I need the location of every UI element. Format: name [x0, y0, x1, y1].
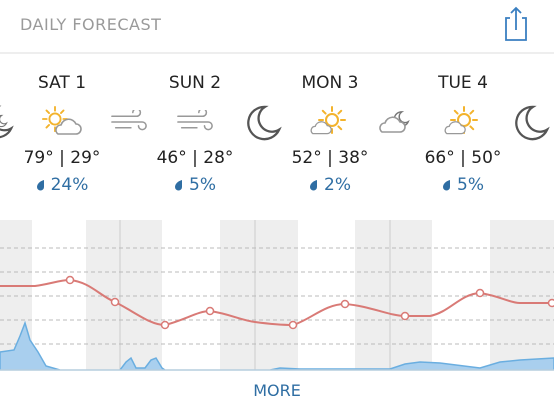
header-title: DAILY FORECAST: [20, 15, 162, 34]
share-icon[interactable]: [505, 6, 527, 41]
day-temps: 46° | 28°: [156, 148, 234, 168]
day-label: TUE 4: [438, 73, 488, 93]
more-button[interactable]: MORE: [253, 381, 301, 400]
precip-value: 24%: [50, 175, 89, 195]
weather-icons: [0, 105, 549, 141]
day-precip: 2%: [265, 175, 395, 195]
day-temps: 79° | 29°: [23, 148, 101, 168]
day-temps: 66° | 50°: [424, 148, 502, 168]
precip-value: 5%: [189, 175, 216, 195]
day-label: SUN 2: [168, 73, 222, 93]
drop-icon: [443, 180, 450, 191]
day-label: SAT 1: [37, 73, 87, 93]
day-label: MON 3: [301, 73, 359, 93]
drop-icon: [36, 180, 44, 191]
day-precip: 5%: [130, 175, 260, 195]
drop-icon: [175, 180, 182, 191]
hourly-chart: [0, 220, 554, 371]
day-precip: 24%: [0, 175, 127, 195]
precip-value: 2%: [324, 175, 351, 195]
day-precip: 5%: [398, 175, 528, 195]
precip-value: 5%: [457, 175, 484, 195]
drop-icon: [310, 180, 317, 191]
day-temps: 52° | 38°: [291, 148, 369, 168]
